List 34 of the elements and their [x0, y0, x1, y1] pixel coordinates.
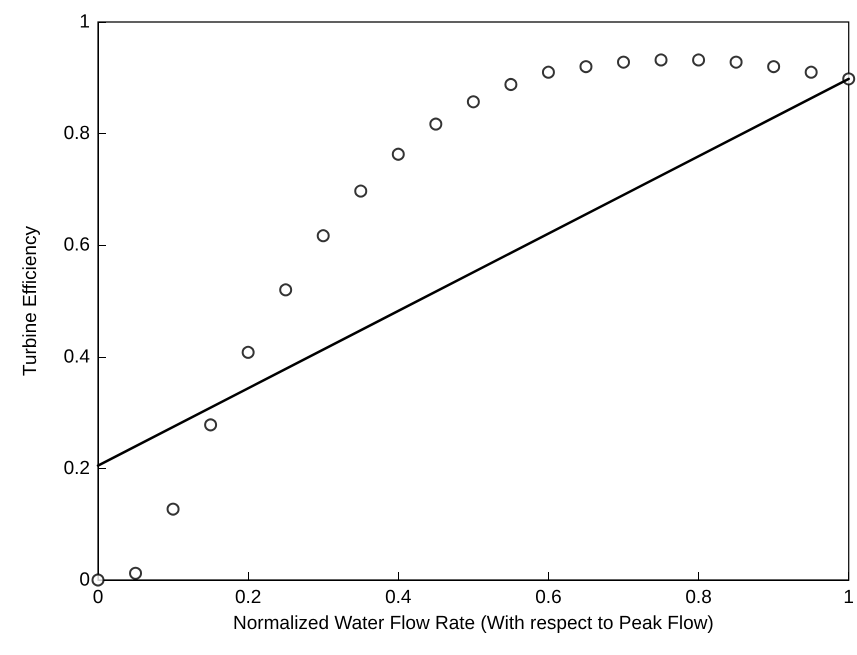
- y-tick-label: 0.4: [64, 346, 90, 368]
- point: [204, 418, 218, 432]
- point: [542, 66, 555, 79]
- point: [392, 148, 405, 161]
- point: [242, 346, 255, 359]
- point: [730, 56, 743, 69]
- point: [129, 566, 142, 580]
- point: [466, 95, 480, 108]
- point: [354, 184, 368, 198]
- x-tick-label: 0.2: [234, 587, 262, 608]
- point: [654, 53, 668, 66]
- point: [504, 78, 518, 91]
- point: [804, 66, 818, 79]
- point: [692, 53, 706, 66]
- x-tick-label: 1: [843, 587, 854, 608]
- x-axis-title: Normalized Water Flow Rate (With respect to Peak Flow): [232, 613, 714, 634]
- point: [617, 56, 630, 69]
- x-tick-label: 0.4: [385, 587, 412, 608]
- x-tick-label: 0.6: [535, 587, 562, 608]
- x-tick-label: 0: [92, 587, 104, 608]
- y-tick-label: 1: [79, 12, 90, 32]
- point: [579, 60, 592, 74]
- point: [767, 60, 780, 74]
- x-tick-label: 0.8: [685, 587, 712, 608]
- point: [92, 574, 104, 586]
- y-tick-label: 0.6: [64, 234, 90, 256]
- point: [279, 283, 292, 296]
- point: [166, 502, 180, 516]
- y-tick-label: 0: [79, 570, 90, 590]
- point: [316, 229, 330, 242]
- point: [429, 118, 442, 131]
- y-tick-label: 0.2: [64, 458, 90, 479]
- y-tick-label: 0.8: [64, 123, 90, 144]
- y-axis-title: Turbine Efficiency: [20, 226, 41, 376]
